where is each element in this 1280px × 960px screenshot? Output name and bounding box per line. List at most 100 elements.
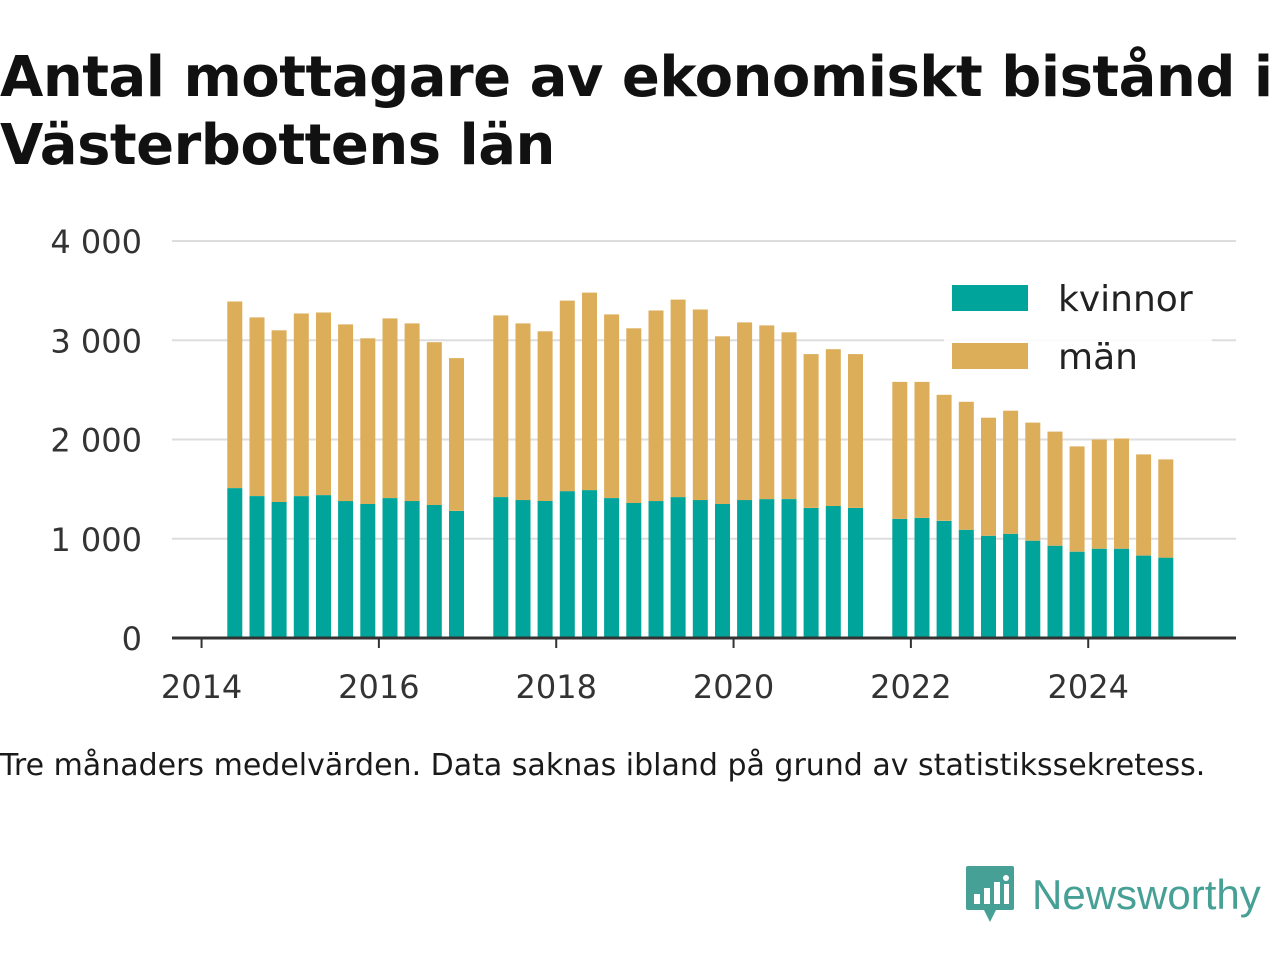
bar-kvinnor (404, 501, 420, 638)
bar-man (1047, 431, 1063, 546)
bar-man (360, 338, 376, 504)
bar-kvinnor (715, 504, 730, 638)
bar-man (670, 299, 686, 498)
bar-man (227, 301, 243, 489)
bar-kvinnor (227, 488, 243, 638)
bar-kvinnor (582, 490, 597, 638)
bar-man (493, 315, 509, 497)
bar-man (604, 314, 620, 498)
bar-kvinnor (692, 500, 708, 638)
axes: 0 1 000 2 000 3 000 4 000 2014 2016 2018 2020 202… (50, 223, 1236, 706)
bar-man (1069, 446, 1085, 552)
bar-man (249, 317, 265, 496)
bar-man (559, 300, 575, 492)
bar-kvinnor (648, 501, 664, 638)
bar-man (803, 354, 819, 508)
bar-kvinnor (360, 504, 376, 638)
bar-man (825, 349, 841, 506)
bar-kvinnor (249, 496, 265, 638)
bar-man (648, 310, 664, 502)
bar-kvinnor (1136, 555, 1152, 638)
bar-man (1025, 422, 1041, 541)
x-tick-label: 2018 (516, 668, 597, 706)
bar-kvinnor (803, 508, 819, 638)
y-tick-label: 2 000 (50, 422, 142, 460)
bar-man (426, 342, 442, 505)
bar-kvinnor (293, 496, 309, 638)
bar-man (914, 381, 930, 518)
bar-kvinnor (449, 511, 464, 638)
bar-kvinnor (493, 497, 509, 638)
bar-man (737, 322, 753, 501)
bar-man (1136, 454, 1152, 556)
bar-kvinnor (626, 503, 642, 638)
bar-man (271, 330, 287, 502)
legend-swatch-man (952, 343, 1028, 369)
bar-kvinnor (316, 495, 331, 638)
bar-kvinnor (604, 498, 620, 638)
legend-label-man: män (1058, 337, 1138, 378)
bar-man (1003, 410, 1019, 534)
legend-swatch-kvinnor (952, 285, 1028, 311)
bar-man (981, 417, 996, 536)
bar-man (382, 318, 398, 498)
bar-kvinnor (781, 499, 797, 638)
brand-name: Newsworthy (1032, 871, 1261, 918)
bar-chart-speech-bubble-icon (966, 866, 1014, 922)
bar-man (293, 313, 309, 497)
bar-kvinnor (1091, 548, 1107, 638)
bar-kvinnor (338, 501, 354, 638)
bar-kvinnor (936, 520, 952, 638)
bar-kvinnor (559, 491, 575, 638)
bar-man (537, 331, 553, 501)
bar-man (848, 354, 863, 508)
bar-kvinnor (271, 502, 287, 638)
bar-series (227, 292, 1174, 638)
bar-kvinnor (1047, 545, 1063, 638)
x-tick-label: 2014 (161, 668, 242, 706)
bar-kvinnor (1158, 557, 1174, 638)
bar-kvinnor (981, 535, 996, 638)
bar-kvinnor (1025, 540, 1041, 638)
x-tick-label: 2022 (870, 668, 951, 706)
brand-logo: Newsworthy (964, 864, 1261, 926)
x-tick-label: 2020 (693, 668, 774, 706)
y-tick-label: 4 000 (50, 223, 142, 261)
bar-man (449, 358, 464, 511)
footnote: Tre månaders medelvärden. Data saknas ib… (0, 748, 1206, 783)
bar-man (892, 381, 908, 519)
bar-man (958, 401, 974, 530)
bar-kvinnor (914, 517, 930, 638)
x-tick-label: 2024 (1048, 668, 1129, 706)
y-tick-label: 3 000 (50, 322, 142, 360)
bar-kvinnor (1003, 533, 1019, 638)
bar-kvinnor (958, 529, 974, 638)
bar-kvinnor (1069, 551, 1085, 638)
bar-kvinnor (825, 506, 841, 638)
bar-kvinnor (382, 498, 398, 638)
y-tick-label: 0 (122, 620, 142, 658)
chart-title: Antal mottagare av ekonomiskt bistånd i … (0, 45, 1273, 178)
bar-man (759, 325, 775, 500)
bar-man (515, 323, 531, 501)
bar-kvinnor (848, 508, 863, 638)
bar-man (1091, 439, 1107, 549)
legend-label-kvinnor: kvinnor (1058, 279, 1193, 320)
bar-kvinnor (515, 500, 531, 638)
bar-kvinnor (1114, 548, 1129, 638)
bar-man (1114, 438, 1129, 549)
x-tick-label: 2016 (338, 668, 419, 706)
bar-kvinnor (426, 505, 442, 638)
bar-kvinnor (670, 497, 686, 638)
y-tick-label: 1 000 (50, 521, 142, 559)
bar-man (626, 328, 642, 503)
bar-man (582, 292, 597, 491)
bar-man (715, 336, 730, 504)
bar-kvinnor (537, 501, 553, 638)
bar-man (316, 312, 331, 496)
bar-man (692, 309, 708, 501)
bar-chart: 0 1 000 2 000 3 000 4 000 2014 2016 2018 2020 202… (50, 223, 1236, 706)
bar-kvinnor (759, 499, 775, 638)
bar-man (404, 323, 420, 502)
bar-man (936, 394, 952, 521)
